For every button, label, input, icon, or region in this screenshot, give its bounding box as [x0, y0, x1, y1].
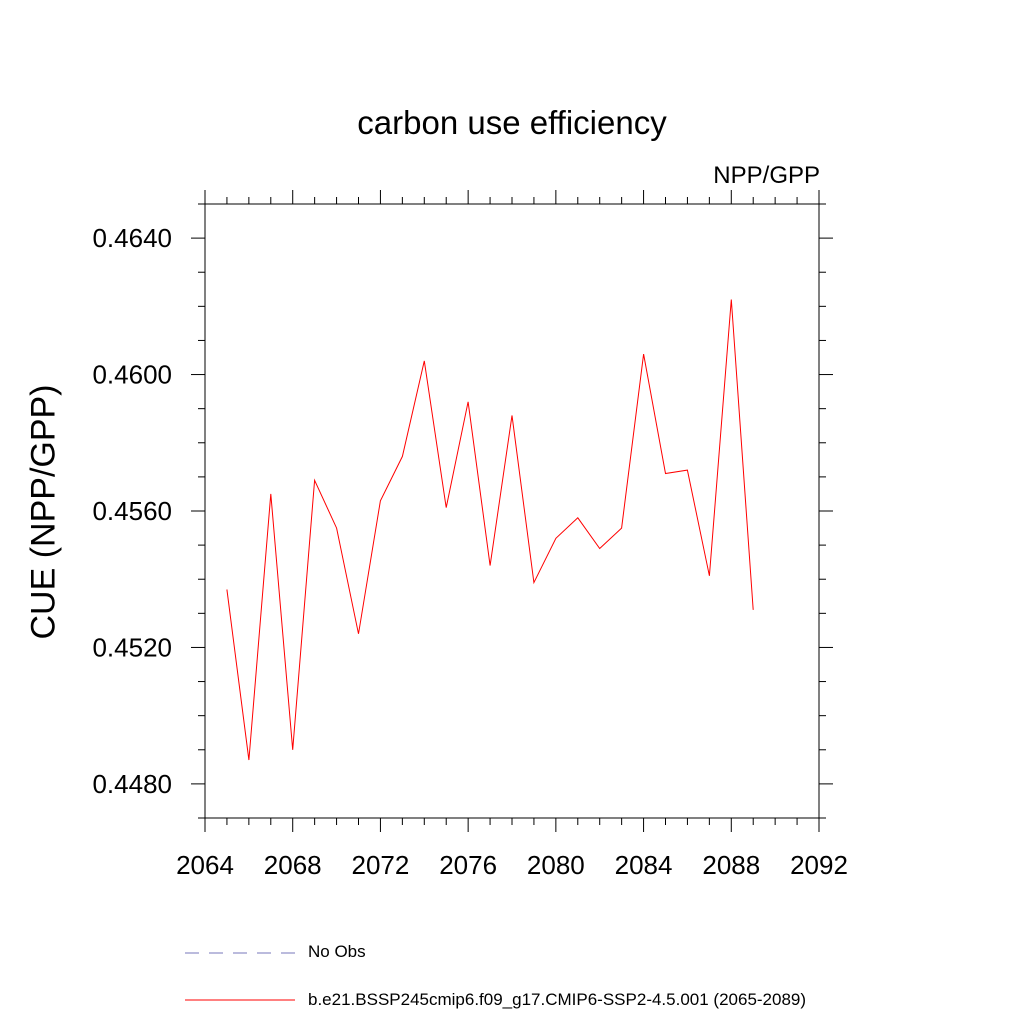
- data-point-2082: [599, 548, 600, 549]
- data-points: [226, 299, 753, 761]
- data-point-2085: [665, 473, 666, 474]
- chart-subtitle: NPP/GPP: [713, 162, 820, 189]
- data-point-2088: [731, 299, 732, 300]
- data-point-2080: [555, 538, 556, 539]
- plot-frame: [204, 203, 820, 819]
- y-axis-label: CUE (NPP/GPP): [24, 384, 63, 640]
- x-tick-label: 2092: [790, 850, 848, 880]
- y-tick-label: 0.4480: [92, 769, 172, 799]
- data-point-2084: [643, 354, 644, 355]
- y-tick-label: 0.4600: [92, 360, 172, 390]
- chart-title: carbon use efficiency: [357, 104, 667, 141]
- y-tick-label: 0.4640: [92, 223, 172, 253]
- x-tick-label: 2068: [264, 850, 322, 880]
- data-point-2066: [248, 760, 249, 761]
- series-line: [226, 299, 754, 761]
- data-point-2070: [336, 528, 337, 529]
- data-point-2075: [446, 507, 447, 508]
- x-tick-label: 2080: [527, 850, 585, 880]
- x-tick-label: 2072: [352, 850, 410, 880]
- data-point-2069: [314, 480, 315, 481]
- legend-label-model: b.e21.BSSP245cmip6.f09_g17.CMIP6-SSP2-4.…: [308, 990, 807, 1009]
- data-point-2074: [424, 360, 425, 361]
- x-tick-label: 2084: [615, 850, 673, 880]
- data-point-2081: [577, 517, 578, 518]
- legend-label-no-obs: No Obs: [308, 942, 366, 961]
- data-point-2078: [512, 415, 513, 416]
- data-point-2065: [226, 589, 227, 590]
- data-point-2072: [380, 500, 381, 501]
- data-point-2087: [709, 575, 710, 576]
- y-tick-label: 0.4520: [92, 632, 172, 662]
- x-tick-label: 2076: [439, 850, 497, 880]
- data-point-2067: [270, 493, 271, 494]
- y-tick-label: 0.4560: [92, 496, 172, 526]
- data-point-2089: [753, 609, 754, 610]
- data-point-2073: [402, 456, 403, 457]
- axis-ticks: [191, 190, 833, 832]
- data-point-2077: [490, 565, 491, 566]
- x-tick-labels: 2064 2068 2072 2076 2080 2084 2088 2092: [176, 850, 848, 880]
- y-tick-labels: 0.4480 0.4520 0.4560 0.4600 0.4640: [92, 223, 172, 799]
- data-point-2086: [687, 470, 688, 471]
- data-point-2071: [358, 633, 359, 634]
- data-point-2079: [533, 582, 534, 583]
- data-point-2068: [292, 749, 293, 750]
- x-tick-label: 2088: [702, 850, 760, 880]
- data-point-2083: [621, 528, 622, 529]
- x-tick-label: 2064: [176, 850, 234, 880]
- data-point-2076: [468, 401, 469, 402]
